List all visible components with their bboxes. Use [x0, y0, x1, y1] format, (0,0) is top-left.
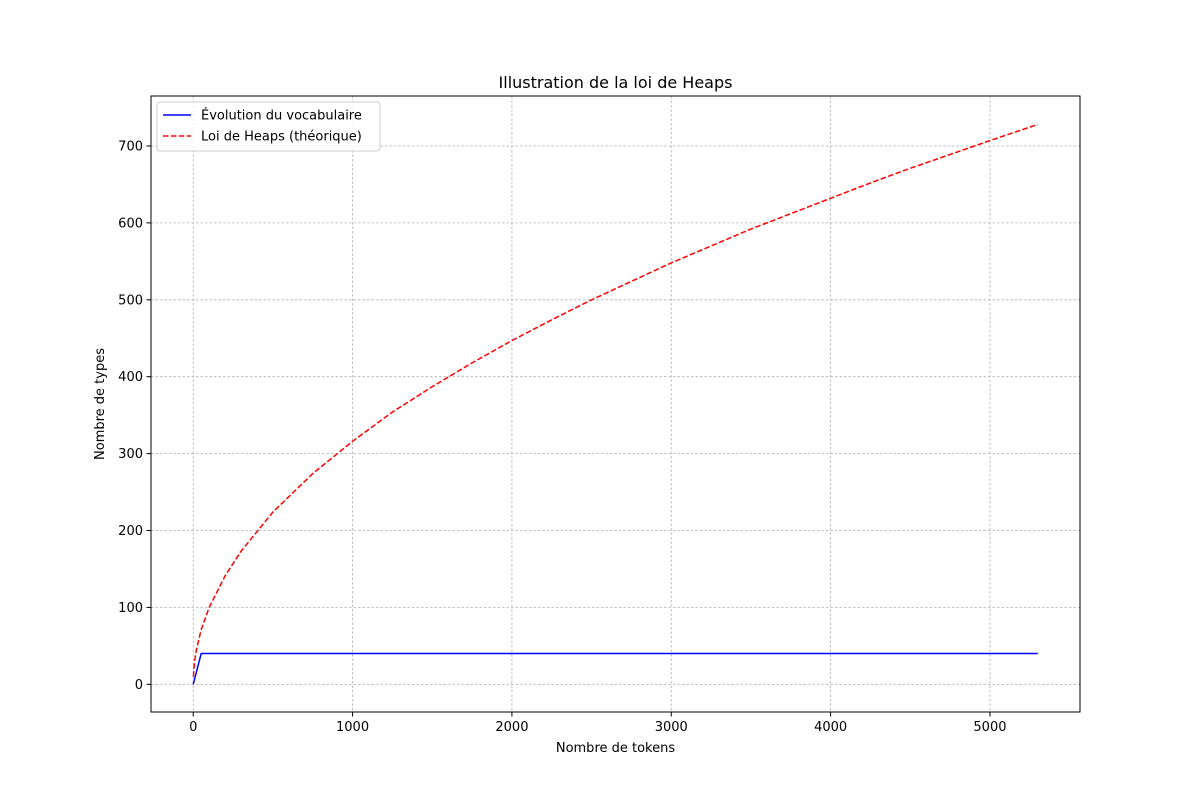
- series-layer: [192, 123, 1039, 685]
- y-tick-label: 0: [135, 678, 143, 693]
- x-tick-label: 3000: [655, 720, 688, 735]
- x-axis-label: Nombre de tokens: [556, 741, 676, 756]
- y-tick-label: 600: [118, 216, 143, 231]
- x-axis-ticks: 0 1000 2000 3000 4000 5000: [189, 712, 1007, 735]
- legend-label-vocabulary: Évolution du vocabulaire: [201, 108, 362, 124]
- y-axis-ticks: 0 100 200 300 400 500 600 700: [118, 139, 151, 693]
- x-tick-label: 0: [189, 720, 197, 735]
- plot-area-frame: [150, 95, 1081, 713]
- x-tick-label: 4000: [814, 720, 847, 735]
- legend-label-heaps: Loi de Heaps (théorique): [201, 130, 362, 145]
- y-tick-label: 400: [118, 370, 143, 385]
- y-axis-label: Nombre de types: [93, 348, 108, 460]
- y-tick-label: 700: [118, 139, 143, 154]
- legend: Évolution du vocabulaire Loi de Heaps (t…: [156, 101, 381, 152]
- series-line-heaps: [192, 123, 1039, 677]
- legend-box: [156, 101, 381, 152]
- y-tick-label: 300: [118, 447, 143, 462]
- chart-title: Illustration de la loi de Heaps: [499, 73, 733, 92]
- y-tick-label: 200: [118, 524, 143, 539]
- x-tick-label: 5000: [973, 720, 1006, 735]
- grid: [151, 96, 1080, 712]
- x-tick-label: 1000: [336, 720, 369, 735]
- series-line-vocabulary: [192, 652, 1038, 685]
- y-tick-label: 100: [118, 601, 143, 616]
- y-tick-label: 500: [118, 293, 143, 308]
- x-tick-label: 2000: [495, 720, 528, 735]
